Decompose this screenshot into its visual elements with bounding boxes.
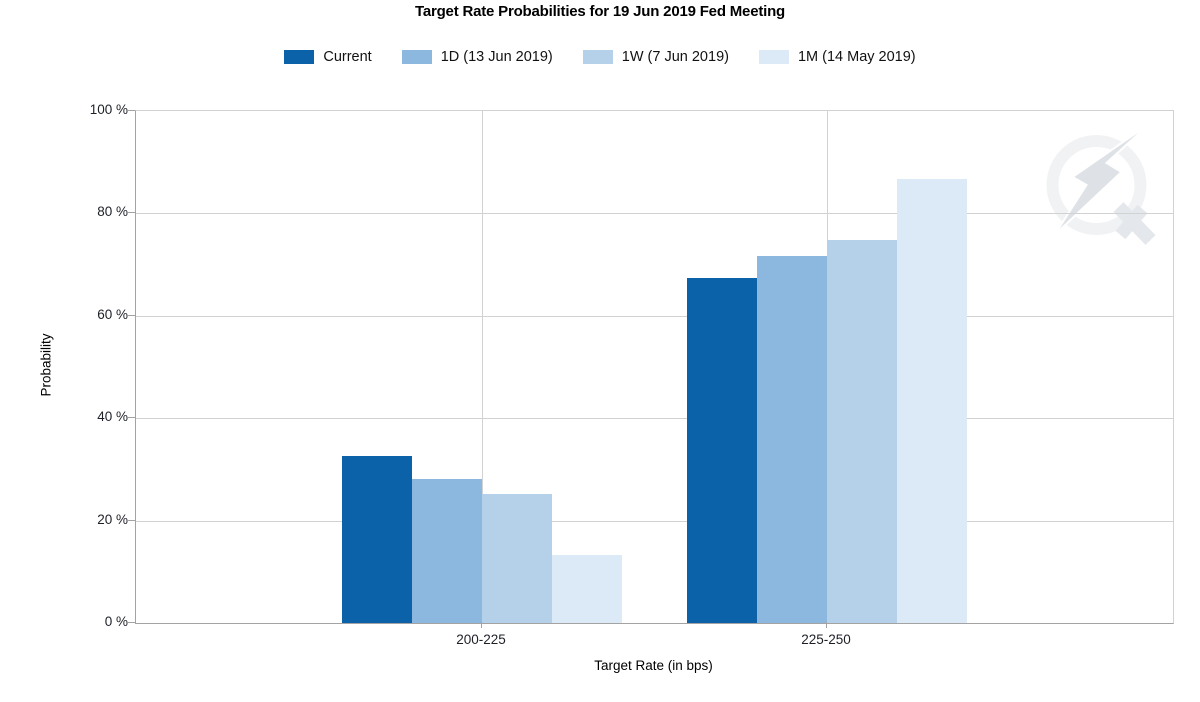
y-tick-label: 80 % xyxy=(97,204,128,219)
legend-label: 1M (14 May 2019) xyxy=(797,49,916,65)
bar-1m-225-250 xyxy=(897,179,967,623)
legend-label: 1D (13 Jun 2019) xyxy=(440,49,553,65)
gridline-horizontal xyxy=(136,315,1173,317)
y-tick-mark xyxy=(128,417,135,418)
bar-group-225-250 xyxy=(687,111,967,623)
bar-1m-200-225 xyxy=(552,554,622,623)
bar-current-225-250 xyxy=(687,277,757,623)
y-tick-label: 0 % xyxy=(104,614,128,629)
legend-swatch xyxy=(401,50,432,64)
chart-title: Target Rate Probabilities for 19 Jun 201… xyxy=(414,3,786,20)
y-tick-mark xyxy=(128,520,135,521)
legend-label: Current xyxy=(323,49,372,65)
legend: Current 1D (13 Jun 2019) 1W (7 Jun 2019) 1M… xyxy=(0,49,1200,65)
legend-swatch xyxy=(284,50,315,64)
legend-item-current: Current xyxy=(284,49,372,65)
bar-1d-225-250 xyxy=(757,256,827,623)
y-tick-label: 20 % xyxy=(97,512,128,527)
legend-swatch xyxy=(582,50,613,64)
gridline-horizontal xyxy=(136,520,1173,522)
legend-item-1d: 1D (13 Jun 2019) xyxy=(401,49,553,65)
legend-item-1m: 1M (14 May 2019) xyxy=(758,49,916,65)
x-tick-label: 200-225 xyxy=(456,632,506,647)
legend-swatch xyxy=(758,50,789,64)
gridline-horizontal xyxy=(136,213,1173,215)
bar-current-200-225 xyxy=(342,455,412,623)
y-axis-title: Probability xyxy=(38,333,54,397)
watermark-q-lightning-logo xyxy=(1046,122,1156,245)
legend-label: 1W (7 Jun 2019) xyxy=(621,49,729,65)
bar-group-200-225 xyxy=(342,111,622,623)
bar-1w-200-225 xyxy=(482,493,552,623)
plot-area xyxy=(135,110,1174,624)
gridline-horizontal xyxy=(136,418,1173,420)
y-tick-label: 60 % xyxy=(97,307,128,322)
y-tick-mark xyxy=(128,622,135,623)
x-tick-mark xyxy=(481,622,482,628)
y-tick-label: 100 % xyxy=(89,102,128,117)
x-tick-mark xyxy=(826,622,827,628)
y-tick-mark xyxy=(128,315,135,316)
x-axis-title: Target Rate (in bps) xyxy=(594,658,713,673)
bar-1w-225-250 xyxy=(827,239,897,623)
y-tick-label: 40 % xyxy=(97,409,128,424)
x-tick-label: 225-250 xyxy=(801,632,851,647)
legend-item-1w: 1W (7 Jun 2019) xyxy=(582,49,729,65)
gridline-vertical xyxy=(482,111,483,623)
y-tick-mark xyxy=(128,212,135,213)
y-tick-mark xyxy=(128,110,135,111)
bar-1d-200-225 xyxy=(412,478,482,623)
